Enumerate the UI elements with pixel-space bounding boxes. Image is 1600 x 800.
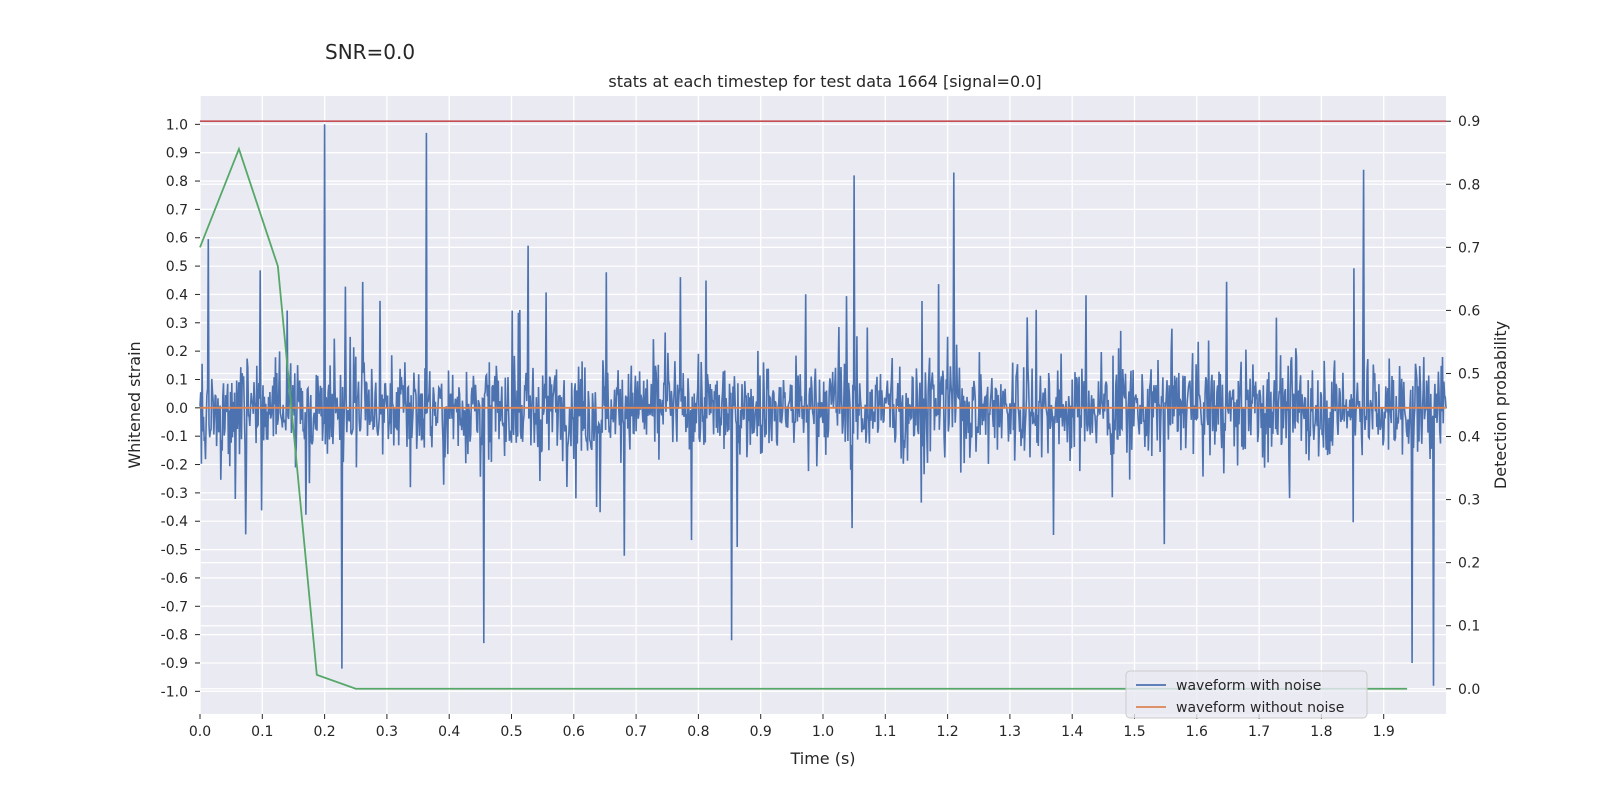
y-tick-label: 0.3 <box>166 316 188 332</box>
y2-tick-label: 0.3 <box>1458 493 1480 509</box>
x-tick-label: 1.3 <box>999 724 1021 740</box>
y2-tick-label: 0.9 <box>1458 114 1480 130</box>
legend-box <box>1125 670 1368 719</box>
x-tick-label: 0.9 <box>750 724 772 740</box>
x-tick-label: 1.1 <box>874 724 896 740</box>
y-tick-label: -0.1 <box>161 429 188 445</box>
y-tick-label: 0.0 <box>166 401 188 417</box>
x-tick-label: 1.5 <box>1123 724 1145 740</box>
x-tick-label: 0.6 <box>563 724 585 740</box>
y-tick-label: -0.4 <box>161 514 188 530</box>
y-tick-label: -0.3 <box>161 486 188 502</box>
x-tick-label: 0.7 <box>625 724 647 740</box>
y-tick-label: 0.6 <box>166 231 188 247</box>
legend: waveform with noise waveform without nois… <box>1125 670 1368 719</box>
x-tick-label: 0.0 <box>189 724 211 740</box>
x-tick-label: 1.8 <box>1310 724 1332 740</box>
x-tick-label: 0.4 <box>438 724 460 740</box>
y-tick-label: 0.4 <box>166 287 188 303</box>
x-tick-label: 1.6 <box>1186 724 1208 740</box>
y-tick-label: 0.1 <box>166 372 188 388</box>
y2-axis-label: Detection probability <box>1491 321 1510 489</box>
x-tick-label: 1.2 <box>936 724 958 740</box>
legend-label: waveform without noise <box>1176 700 1344 716</box>
y-tick-label: 0.7 <box>166 202 188 218</box>
y-tick-label: -0.7 <box>161 599 188 615</box>
y2-tick-label: 0.7 <box>1458 240 1480 256</box>
y-tick-label: 0.5 <box>166 259 188 275</box>
plot-series <box>199 120 1447 690</box>
y2-tick-label: 0.0 <box>1458 682 1480 698</box>
axes: 0.0 0.1 0.2 0.3 0.4 0.5 0.6 0.7 0.8 0.9 1.0 1.1 1.2 1… <box>125 114 1510 768</box>
y-tick-label: -0.8 <box>161 628 188 644</box>
y-tick-label: -0.9 <box>161 656 188 672</box>
y-tick-label: 1.0 <box>166 117 188 133</box>
y-tick-label: -0.6 <box>161 571 188 587</box>
y2-tick-label: 0.4 <box>1458 430 1480 446</box>
x-tick-label: 0.1 <box>251 724 273 740</box>
y-tick-label: -0.2 <box>161 458 188 474</box>
x-tick-label: 0.2 <box>313 724 335 740</box>
x-tick-label: 0.8 <box>687 724 709 740</box>
y2-tick-label: 0.2 <box>1458 556 1480 572</box>
y-tick-label: -1.0 <box>161 684 188 700</box>
noisy-waveform-line <box>199 124 1447 686</box>
chart-title: stats at each timestep for test data 166… <box>608 72 1042 91</box>
y-tick-label: 0.9 <box>166 146 188 162</box>
figure-suptitle: SNR=0.0 <box>325 40 416 64</box>
x-axis-label: Time (s) <box>789 749 855 768</box>
x-tick-label: 1.4 <box>1061 724 1083 740</box>
x-tick-label: 0.5 <box>500 724 522 740</box>
y-tick-label: 0.8 <box>166 174 188 190</box>
x-tick-label: 0.3 <box>376 724 398 740</box>
y2-tick-label: 0.6 <box>1458 303 1480 319</box>
x-tick-label: 1.0 <box>812 724 834 740</box>
y-tick-label: -0.5 <box>161 543 188 559</box>
y-axis-label: Whitened strain <box>125 341 144 468</box>
y2-tick-label: 0.5 <box>1458 366 1480 382</box>
x-tick-label: 1.7 <box>1248 724 1270 740</box>
y2-tick-label: 0.1 <box>1458 619 1480 635</box>
y2-tick-label: 0.8 <box>1458 177 1480 193</box>
legend-label: waveform with noise <box>1176 678 1321 694</box>
x-tick-label: 1.9 <box>1373 724 1395 740</box>
y-tick-label: 0.2 <box>166 344 188 360</box>
